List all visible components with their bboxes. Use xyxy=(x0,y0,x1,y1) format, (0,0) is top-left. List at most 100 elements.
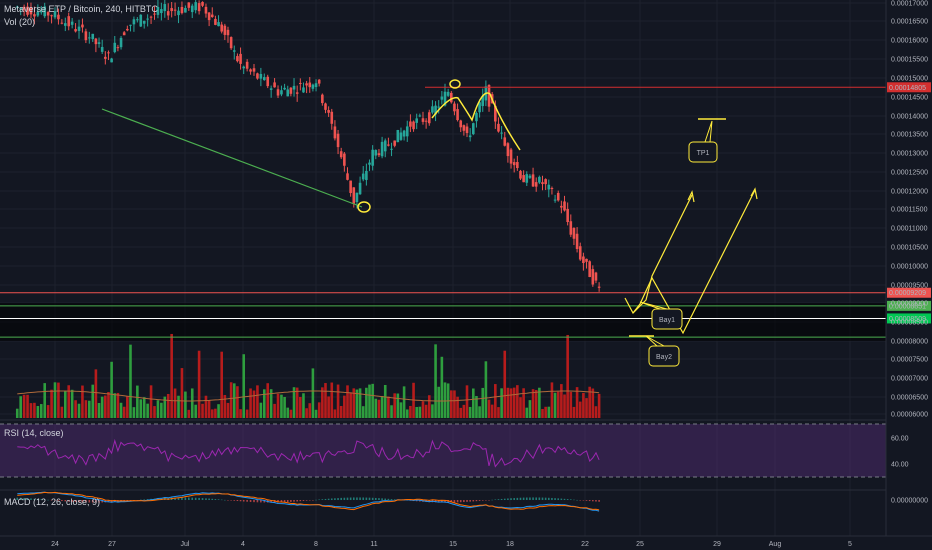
candle-body xyxy=(286,89,290,97)
candle-body xyxy=(509,149,513,164)
volume-bar xyxy=(387,396,390,418)
volume-bar xyxy=(383,384,387,418)
price-tick-label: 0.00008500 xyxy=(891,320,928,327)
volume-bar xyxy=(184,391,187,418)
macd-histogram-bar xyxy=(510,498,512,500)
macd-histogram-bar xyxy=(488,500,490,501)
candle-body xyxy=(259,74,263,79)
volume-bar xyxy=(563,394,566,418)
volume-bar xyxy=(585,398,588,418)
candle-body xyxy=(266,76,270,87)
candle-body xyxy=(396,129,400,143)
candle-body xyxy=(107,52,110,54)
rsi-series-line xyxy=(17,438,600,468)
volume-bar xyxy=(119,402,123,418)
macd-histogram-bar xyxy=(337,498,339,500)
volume-bar xyxy=(116,392,120,418)
volume-bar xyxy=(295,387,299,418)
callout-label: Bay1 xyxy=(659,317,675,324)
macd-histogram-bar xyxy=(146,499,149,500)
candle-body xyxy=(239,53,242,64)
macd-histogram-bar xyxy=(516,497,519,500)
volume-bar xyxy=(361,406,365,418)
candle-body xyxy=(415,118,418,123)
macd-histogram-bar xyxy=(384,498,387,500)
volume-bar xyxy=(321,387,324,418)
price-level-badge xyxy=(887,287,931,298)
candle-body xyxy=(358,182,362,195)
candle-body xyxy=(572,228,576,239)
macd-histogram-bar xyxy=(40,499,43,500)
volume-bar xyxy=(449,390,453,418)
macd-histogram-bar xyxy=(302,500,305,501)
candle-body xyxy=(500,132,503,134)
volume-bar xyxy=(170,333,173,418)
candle-body xyxy=(210,14,214,18)
candle-body xyxy=(355,192,359,203)
callout-box xyxy=(651,308,683,330)
volume-bar xyxy=(129,344,132,418)
volume-bar xyxy=(77,403,81,418)
volume-bar xyxy=(566,334,569,418)
macd-histogram-bar xyxy=(47,499,49,501)
macd-label: MACD (12, 26, close, 9) xyxy=(4,497,101,507)
macd-histogram-bar xyxy=(217,499,220,500)
volume-bar xyxy=(249,388,252,418)
price-tick-label: 0.00015000 xyxy=(891,76,928,83)
volume-bar xyxy=(582,392,585,418)
macd-histogram-bar xyxy=(71,500,73,502)
price-tick-label: 0.00007000 xyxy=(891,376,928,383)
macd-histogram-bar xyxy=(349,497,352,500)
price-axis[interactable]: 0.00017000 0.00016500 0.00016000 0.00015500… xyxy=(885,0,928,536)
candle-body xyxy=(497,123,500,132)
candle-body xyxy=(53,11,57,18)
candle-body xyxy=(295,92,299,94)
volume-bar xyxy=(214,408,217,418)
volume-bar xyxy=(39,404,43,418)
candle-body xyxy=(339,151,343,158)
candle-body xyxy=(197,3,201,12)
macd-histogram-bar xyxy=(95,500,97,503)
candle-body xyxy=(365,170,368,180)
price-levels: 0.00014805 0.00009209 0.00008851 0.00008509 xyxy=(0,82,931,338)
candle-body xyxy=(262,77,266,81)
price-level-badge xyxy=(887,82,931,93)
volume-ma-line xyxy=(17,390,600,402)
candle-body xyxy=(39,11,43,13)
volume-bar xyxy=(500,388,503,418)
volume-bar xyxy=(402,386,406,418)
price-level-label: 0.00009209 xyxy=(889,290,926,297)
volume-bar xyxy=(289,409,293,418)
volume-bar xyxy=(220,351,223,418)
macd-tick-label: 0.00000000 xyxy=(891,498,928,505)
chart-title: Metaverse ETP / Bitcoin, 240, HITBTC xyxy=(4,4,158,14)
macd-histogram-bar xyxy=(340,497,343,500)
macd-histogram-bar xyxy=(330,498,333,500)
volume-bar xyxy=(575,387,579,418)
candle-body xyxy=(541,182,544,185)
callout-box xyxy=(688,141,718,163)
time-axis[interactable]: 24 27 Jul 4 8 11 15 18 22 25 29 Aug 5 xyxy=(0,535,932,548)
volume-bar xyxy=(597,393,601,418)
macd-histogram-bar xyxy=(472,500,475,502)
volume-bar xyxy=(292,387,296,418)
macd-histogram-bar xyxy=(356,497,358,500)
candle-body xyxy=(330,111,334,124)
volume-bar xyxy=(63,391,67,418)
macd-histogram-bar xyxy=(321,499,324,500)
volume-bar xyxy=(22,394,26,418)
price-tick-label: 0.00009000 xyxy=(891,301,928,308)
price-tick-label: 0.00009500 xyxy=(891,283,928,290)
volume-bar xyxy=(262,389,266,418)
circle-marker xyxy=(357,201,371,213)
candle-body xyxy=(122,32,126,36)
volume-bar xyxy=(207,400,211,418)
macd-histogram-bar xyxy=(365,497,368,500)
macd-histogram-bar xyxy=(560,498,563,500)
macd-histogram-bar xyxy=(299,500,302,502)
candle-body xyxy=(289,87,293,94)
callout-label: TP1 xyxy=(697,150,710,157)
macd-histogram-bar xyxy=(343,497,346,500)
price-tick-label: 0.00011500 xyxy=(891,207,928,214)
